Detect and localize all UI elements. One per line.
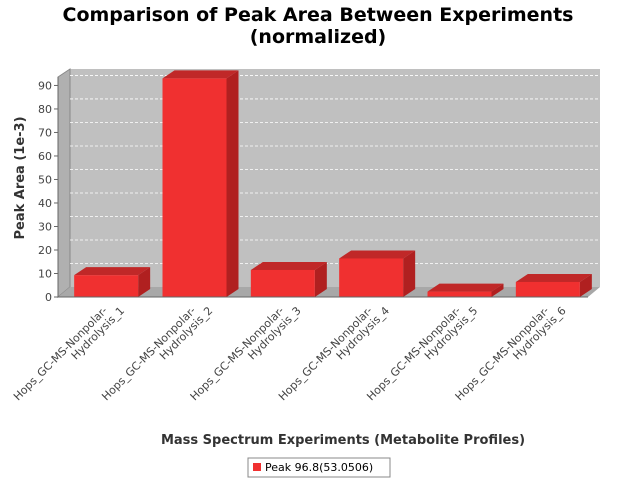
legend: Peak 96.8(53.0506) [247, 457, 391, 478]
bar [74, 267, 151, 297]
bar-top [339, 250, 416, 259]
bar [339, 250, 416, 297]
bar-side [314, 261, 327, 297]
bar [427, 283, 504, 297]
plot-back-wall [70, 69, 600, 287]
y-tick-label: 90 [38, 79, 52, 92]
chart-title-line-2: (normalized) [250, 26, 387, 48]
bar-side [403, 250, 416, 297]
y-tick-label: 40 [38, 197, 52, 210]
bar-side [226, 70, 239, 297]
y-tick-label: 20 [38, 244, 52, 257]
bar-top [250, 261, 327, 270]
y-tick-label: 50 [38, 173, 52, 186]
gridlines [70, 75, 600, 264]
legend-swatch [253, 463, 261, 471]
y-axis: 0 10 20 30 40 50 60 70 80 90 [38, 77, 59, 304]
legend-box [247, 457, 391, 478]
bar-front [162, 78, 227, 297]
bar-front [74, 275, 139, 297]
y-tick-label: 80 [38, 103, 52, 116]
bar-side [579, 273, 592, 297]
chart-title-line-1: Comparison of Peak Area Between Experime… [63, 4, 574, 26]
y-tick-label: 60 [38, 150, 52, 163]
plot-side-wall [57, 68, 71, 299]
bar-front [515, 281, 580, 297]
x-axis-label: Mass Spectrum Experiments (Metabolite Pr… [161, 433, 525, 448]
bar-top [427, 283, 504, 292]
bar [515, 273, 592, 297]
x-axis: Hops_GC-MS-Nonpolar-Hydrolysis_1Hops_GC-… [11, 296, 588, 403]
bar-front [427, 291, 492, 297]
bars [74, 70, 592, 297]
bar-top [74, 267, 151, 276]
y-tick-label: 0 [45, 291, 52, 304]
bar-front [250, 269, 315, 297]
bar [250, 261, 327, 297]
bar-top [162, 70, 239, 79]
legend-label: Peak 96.8(53.0506) [265, 461, 373, 474]
y-tick-label: 10 [38, 267, 52, 280]
bar-top [515, 273, 592, 282]
y-axis-label: Peak Area (1e-3) [13, 116, 28, 239]
bar [162, 70, 239, 297]
plot-area [57, 68, 600, 299]
bar-side [491, 283, 504, 297]
y-tick-label: 70 [38, 126, 52, 139]
y-tick-label: 30 [38, 220, 52, 233]
bar-side [138, 267, 151, 297]
bar-front [339, 258, 404, 297]
